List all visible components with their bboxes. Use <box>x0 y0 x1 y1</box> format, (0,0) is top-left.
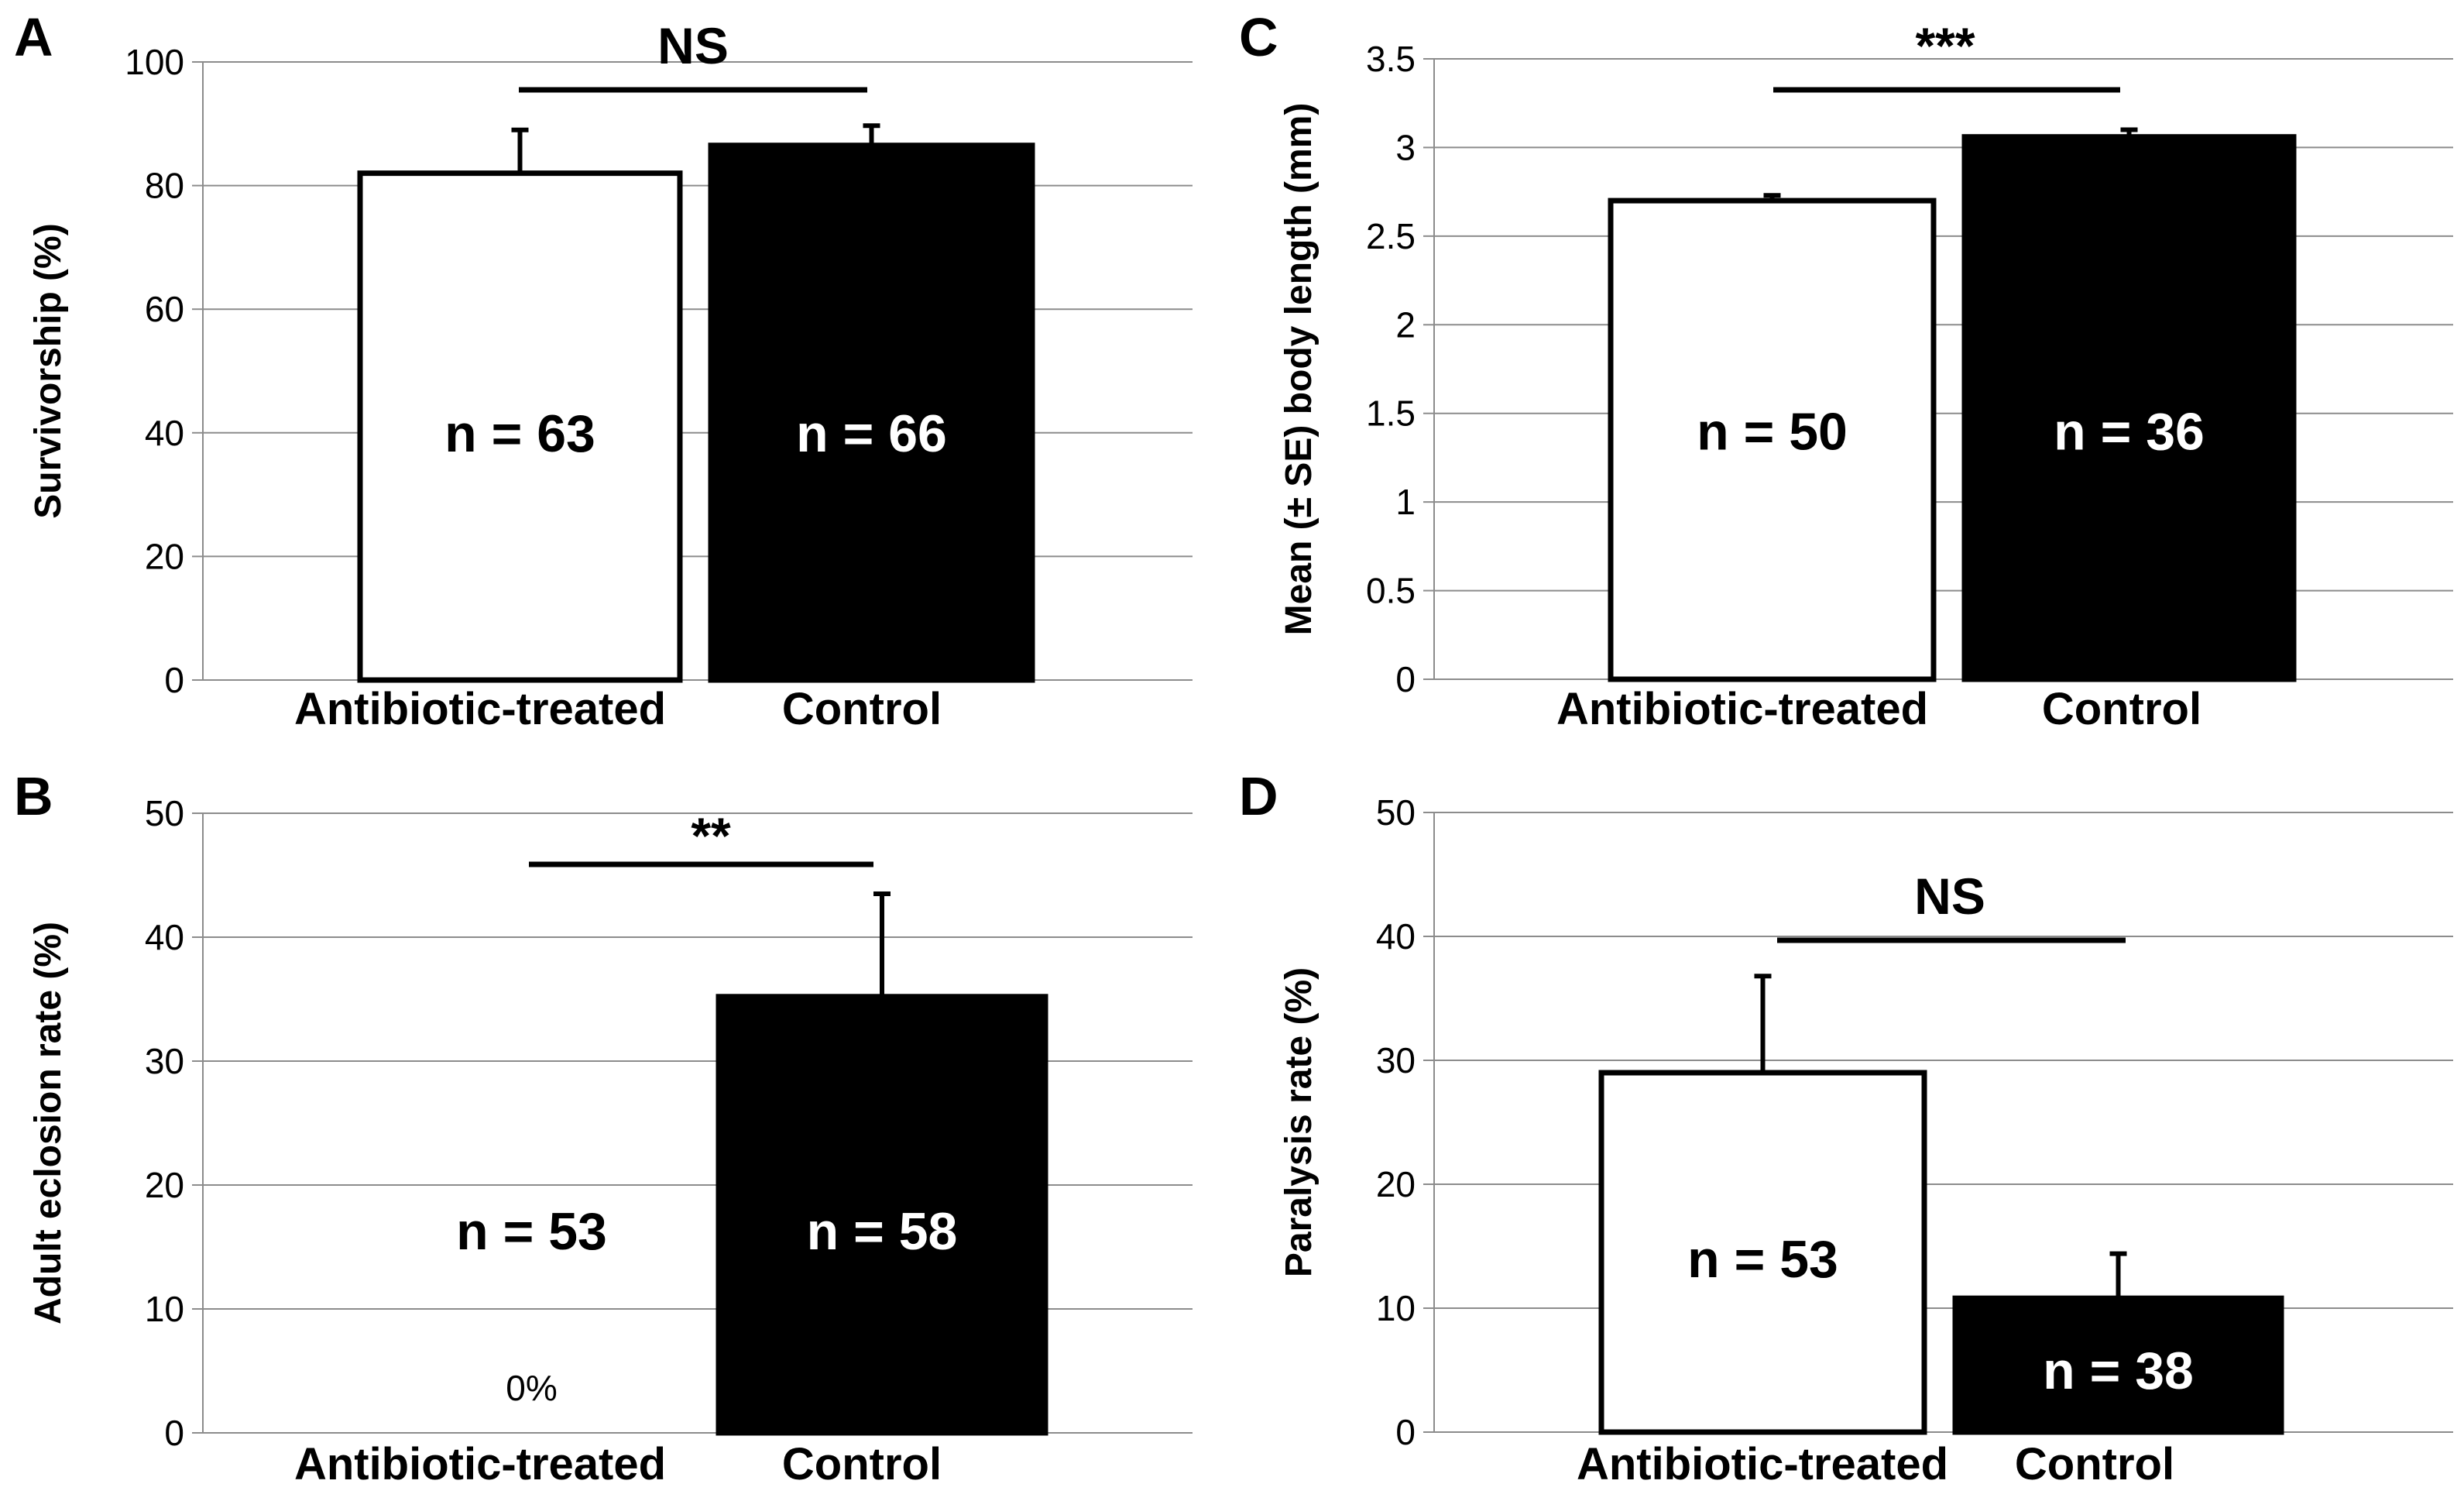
y-tick-label: 20 <box>145 536 184 576</box>
panel-c: C 0 0.5 1 1.5 2 2.5 3 3.5 Mean (± SE) body length… <box>1239 7 2453 734</box>
y-tick-label: 40 <box>1376 916 1416 957</box>
significance-label: *** <box>1915 17 1975 74</box>
panel-letter-c: C <box>1239 7 1278 67</box>
y-axis-label: Paralysis rate (%) <box>1278 967 1320 1277</box>
y-tick-label: 40 <box>145 413 184 453</box>
y-tick-label: 2.5 <box>1366 216 1416 256</box>
category-label: Antibiotic-treated <box>1577 1439 1948 1489</box>
bar-control <box>708 143 1035 683</box>
y-tick-label: 0 <box>164 660 184 700</box>
bar-control <box>1961 134 2297 682</box>
bar-antibiotic-treated <box>357 170 683 683</box>
n-label: n = 58 <box>807 1202 958 1261</box>
category-label: Antibiotic-treated <box>1556 684 1928 734</box>
panel-b: B 0 10 20 30 40 50 Adult eclosion rate (%) n = 5… <box>14 766 1193 1489</box>
bar-control <box>716 994 1048 1436</box>
n-label: n = 36 <box>2054 403 2205 462</box>
bar-antibiotic-treated <box>1598 1070 1927 1435</box>
y-tick-label: 1 <box>1395 482 1416 522</box>
bar-control <box>1952 1295 2284 1435</box>
panel-letter-a: A <box>14 7 53 67</box>
n-label: n = 63 <box>444 404 595 463</box>
y-tick-label: 60 <box>145 289 184 329</box>
y-tick-label: 30 <box>1376 1040 1416 1080</box>
y-tick-label: 3.5 <box>1366 39 1416 79</box>
n-label: n = 53 <box>1687 1230 1838 1289</box>
y-axis-label: Adult eclosion rate (%) <box>28 922 69 1324</box>
significance-label: NS <box>1914 867 1985 925</box>
y-tick-label: 30 <box>145 1041 184 1081</box>
panel-d: D 0 10 20 30 40 50 Paralysis rate (%) n = 53 Anti… <box>1239 766 2453 1489</box>
y-tick-label: 50 <box>145 793 184 833</box>
y-tick-label: 10 <box>145 1289 184 1329</box>
n-label: n = 66 <box>796 404 947 463</box>
panel-a: A 0 20 40 60 80 100 Survivorship (%) n = 63 Antib… <box>14 7 1193 734</box>
y-tick-label: 0 <box>164 1413 184 1453</box>
y-tick-label: 50 <box>1376 792 1416 833</box>
y-tick-label: 0.5 <box>1366 571 1416 611</box>
category-label: Control <box>782 684 942 734</box>
bar-value-label: 0% <box>506 1368 557 1408</box>
n-label: n = 53 <box>456 1202 607 1261</box>
n-label: n = 38 <box>2043 1341 2194 1400</box>
y-tick-label: 0 <box>1395 1412 1416 1452</box>
panel-letter-d: D <box>1239 766 1278 826</box>
significance-label: ** <box>691 807 731 864</box>
y-tick-label: 3 <box>1395 127 1416 167</box>
y-tick-label: 1.5 <box>1366 393 1416 434</box>
y-axis-label: Survivorship (%) <box>28 223 69 518</box>
y-tick-label: 2 <box>1395 304 1416 345</box>
y-tick-label: 20 <box>1376 1164 1416 1204</box>
n-label: n = 50 <box>1697 403 1848 462</box>
y-tick-label: 20 <box>145 1165 184 1205</box>
category-label: Control <box>782 1439 942 1489</box>
y-tick-label: 40 <box>145 917 184 957</box>
y-tick-label: 0 <box>1395 659 1416 699</box>
category-label: Antibiotic-treated <box>294 1439 666 1489</box>
panel-letter-b: B <box>14 766 53 826</box>
category-label: Antibiotic-treated <box>294 684 666 734</box>
bar-antibiotic-treated <box>1608 198 1937 682</box>
y-tick-label: 80 <box>145 166 184 206</box>
category-label: Control <box>2042 684 2201 734</box>
significance-label: NS <box>657 17 729 74</box>
y-tick-label: 100 <box>125 42 184 82</box>
category-label: Control <box>2015 1439 2174 1489</box>
y-tick-label: 10 <box>1376 1288 1416 1328</box>
y-axis-label: Mean (± SE) body length (mm) <box>1278 103 1320 636</box>
